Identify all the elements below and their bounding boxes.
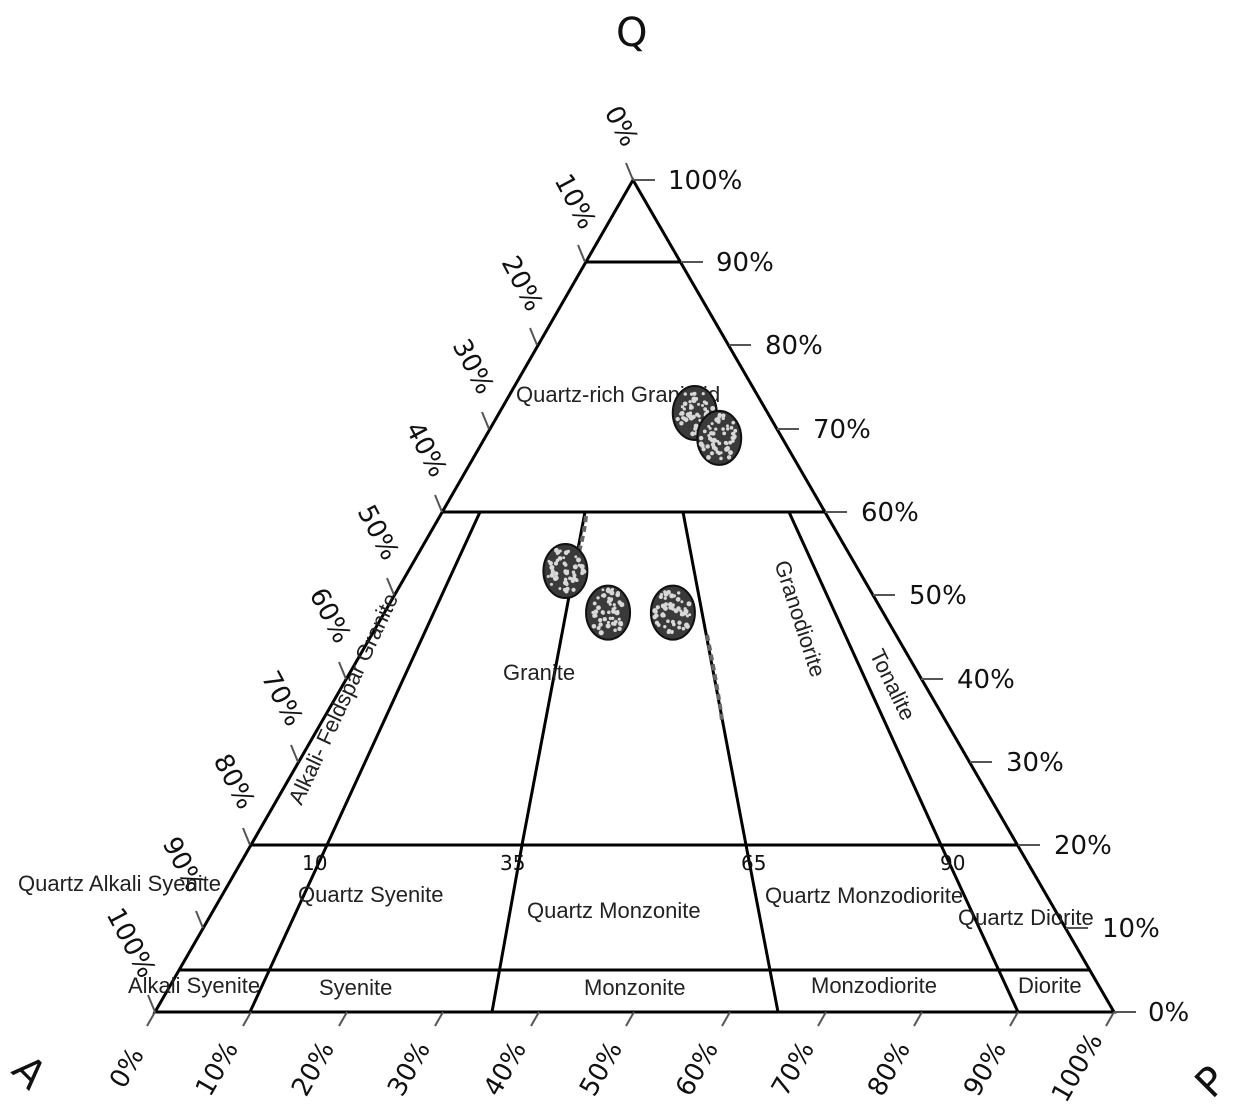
field-diorite: Diorite (1018, 973, 1082, 998)
field-quartz-monzodiorite: Quartz Monzodiorite (765, 883, 963, 908)
a-tick-30: 30% (446, 334, 500, 399)
vertex-label-q: Q (616, 10, 647, 56)
a-tick-40: 40% (399, 417, 453, 482)
boundary-p90-upper (787, 511, 943, 846)
q-tick-40: 40% (957, 665, 1015, 695)
a-tick-20: 20% (495, 251, 549, 316)
boundary-number-35: 35 (500, 851, 525, 875)
p-tick-0: 0% (104, 1043, 151, 1094)
q-tick-20: 20% (1054, 831, 1112, 861)
p-tick-100: 100% (1046, 1028, 1109, 1107)
q-tick-70: 70% (813, 415, 871, 445)
q-tick-90: 90% (716, 248, 774, 278)
p-tick-80: 80% (862, 1036, 917, 1101)
boundary-p35-lower (490, 844, 524, 1013)
p-tick-70: 70% (766, 1036, 821, 1101)
a-tick-80: 80% (207, 749, 261, 814)
field-quartz-syenite: Quartz Syenite (298, 882, 444, 907)
sample-point (542, 543, 589, 600)
q-tick-100: 100% (668, 166, 742, 196)
field-quartz-alkali-syenite: Quartz Alkali Syenite (18, 871, 221, 896)
field-alkali-syenite: Alkali Syenite (128, 973, 260, 998)
boundary-number-65: 65 (741, 851, 766, 875)
p-tick-30: 30% (382, 1036, 437, 1101)
sample-point (649, 584, 696, 641)
vertex-label-a: A (3, 1047, 55, 1099)
pencil-mark-lower (705, 634, 724, 721)
q-tick-0: 0% (1148, 998, 1189, 1028)
boundary-p90-lower (939, 844, 1020, 1013)
p-tick-90: 90% (958, 1036, 1013, 1101)
field-quartz-monzonite: Quartz Monzonite (527, 898, 701, 923)
p-tick-20: 20% (286, 1036, 341, 1101)
field-granite: Granite (503, 660, 575, 685)
boundary-number-10: 10 (302, 851, 327, 875)
q-tick-10: 10% (1102, 914, 1160, 944)
sample-point (585, 584, 632, 641)
a-tick-50: 50% (351, 500, 405, 565)
boundary-number-90: 90 (940, 851, 965, 875)
p-axis: 0% 10% 20% 30% 40% 50% 60% 70% 80% 90% 1… (104, 1011, 1115, 1108)
p-tick-60: 60% (670, 1036, 725, 1101)
p-tick-10: 10% (190, 1036, 245, 1101)
field-tonalite: Tonalite (865, 645, 921, 724)
boundary-p10-lower (248, 844, 329, 1013)
field-granodiorite: Granodiorite (770, 557, 831, 680)
a-tick-60: 60% (303, 583, 357, 648)
q-tick-30: 30% (1006, 748, 1064, 778)
a-tick-100: 100% (100, 903, 161, 983)
q-tick-50: 50% (909, 581, 967, 611)
vertex-label-p: P (1187, 1057, 1237, 1107)
field-monzonite: Monzonite (584, 975, 686, 1000)
boundary-p10-upper (325, 511, 482, 846)
p-tick-50: 50% (574, 1036, 629, 1101)
a-tick-0: 0% (598, 101, 644, 152)
boundary-p65-lower (744, 844, 780, 1013)
field-syenite: Syenite (319, 975, 392, 1000)
q-tick-80: 80% (765, 331, 823, 361)
q-axis: 100% 90% 80% 70% 60% 50% 40% 30% 20% 10%… (633, 166, 1189, 1028)
p-tick-40: 40% (478, 1036, 533, 1101)
q-tick-60: 60% (861, 498, 919, 528)
a-tick-70: 70% (255, 666, 309, 731)
sample-points (542, 384, 743, 641)
field-quartz-diorite: Quartz Diorite (958, 905, 1094, 930)
sample-point (696, 409, 743, 466)
a-tick-10: 10% (548, 169, 602, 234)
field-monzodiorite: Monzodiorite (811, 973, 937, 998)
